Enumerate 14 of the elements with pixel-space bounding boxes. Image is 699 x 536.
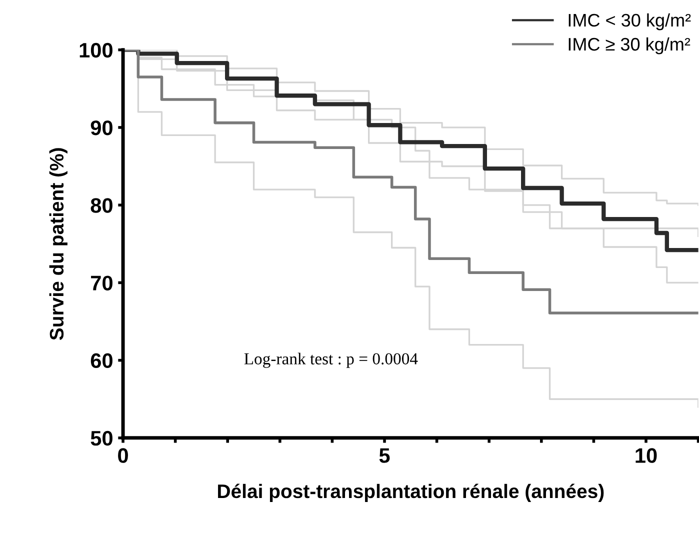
y-tick-label: 70 — [91, 276, 112, 290]
x-tick-label: 5 — [379, 448, 390, 463]
y-tick-label: 80 — [90, 198, 112, 213]
annotation: Log-rank test : p = 0.0004 — [244, 352, 418, 368]
y-tick-label: 60 — [90, 353, 112, 368]
y-tick-label: 90 — [90, 120, 112, 136]
x-tick-label: 10 — [636, 448, 657, 463]
legend-label: IMC < 30 kg/m² — [568, 13, 691, 30]
y-tick-label: 50 — [90, 430, 112, 446]
y-axis-title: Survie du patient (%) — [49, 148, 68, 340]
y-tick-label: 100 — [80, 42, 112, 58]
x-tick-label: 0 — [118, 448, 128, 463]
legend-label: IMC ≥ 30 kg/m² — [568, 37, 690, 54]
x-axis-title: Délai post-transplantation rénale (années) — [218, 484, 604, 502]
